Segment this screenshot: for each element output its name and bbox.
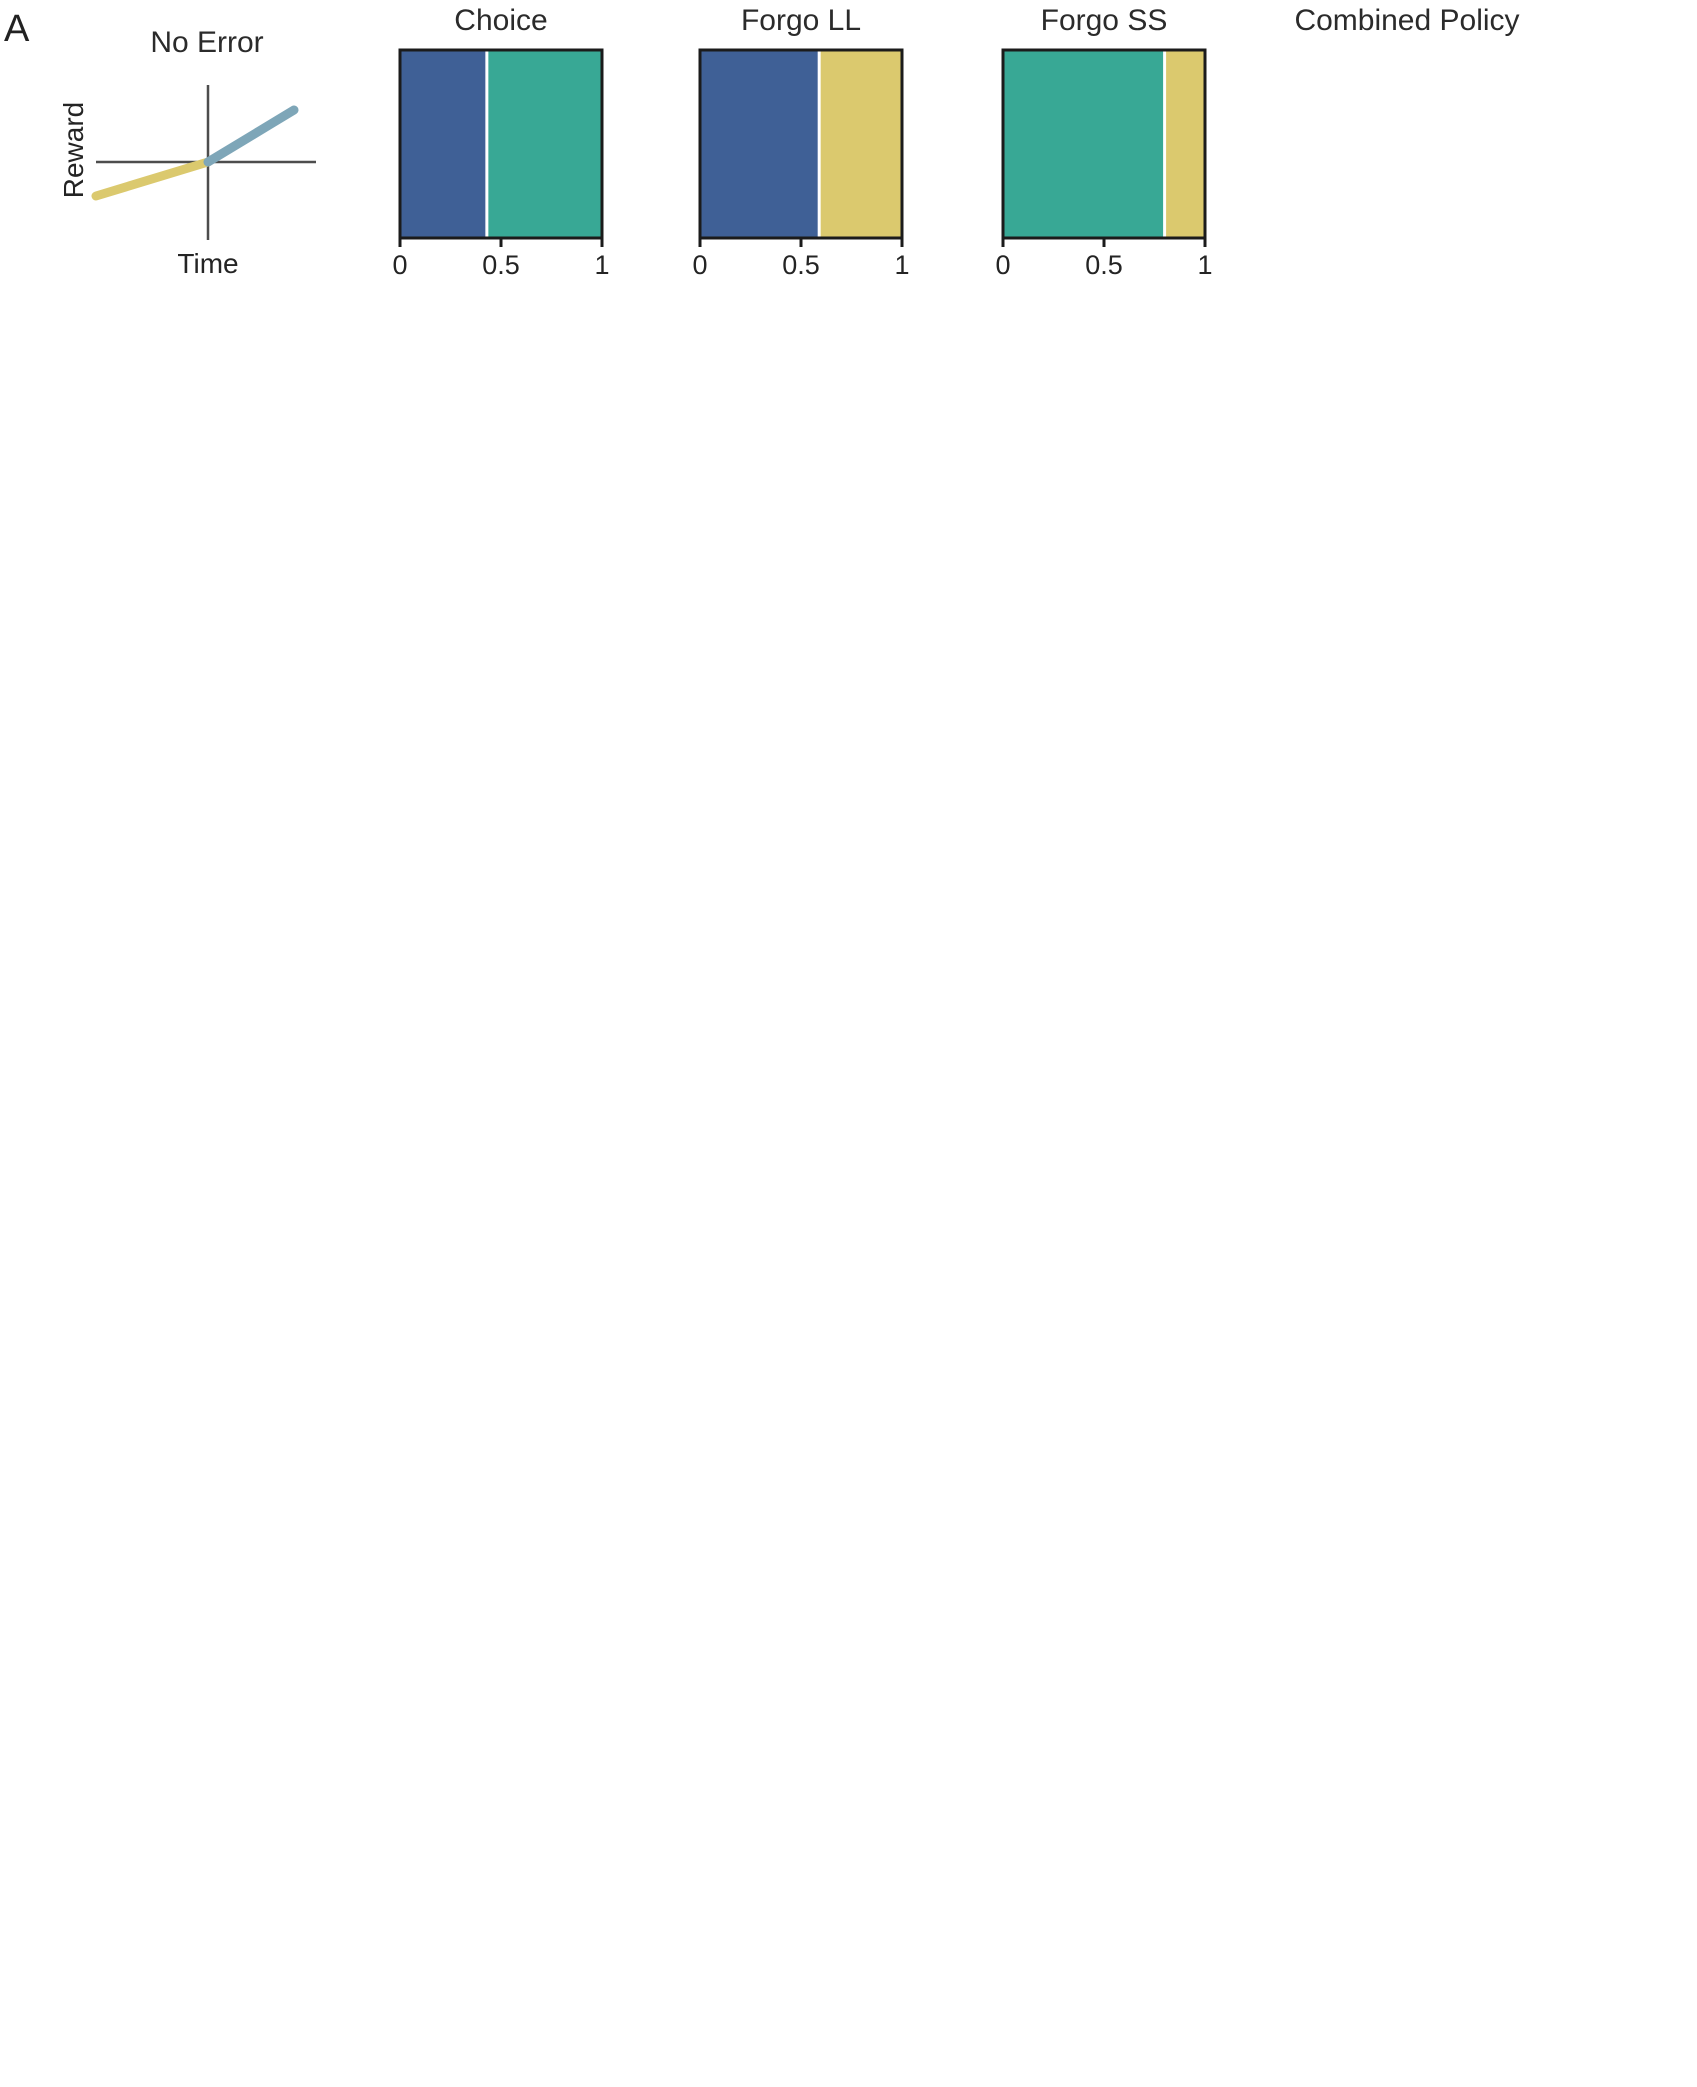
x-tick-label: 0 (995, 250, 1011, 280)
x-tick-label: 1 (894, 250, 910, 280)
column-title-combined-policy: Combined Policy (1294, 4, 1520, 37)
x-tick-label: 0 (392, 250, 408, 280)
row-letter-a: A (4, 8, 30, 50)
panel-a-2 (1001, 48, 1207, 247)
panel-a-0 (398, 48, 604, 247)
schematic-x-axis-label: Time (177, 248, 239, 279)
row-title-a-line-0: No Error (150, 26, 264, 59)
column-title-forgo-ss: Forgo SS (1040, 4, 1168, 37)
x-tick-label: 0.5 (782, 250, 820, 280)
x-tick-label: 0 (692, 250, 708, 280)
schematic-a (91, 85, 316, 240)
schematic-y-axis-label: Reward (58, 101, 89, 199)
x-tick-label: 1 (1197, 250, 1213, 280)
panel-a-3 (1292, 36, 1522, 252)
x-tick-label: 0.5 (482, 250, 520, 280)
panel-a-1 (698, 48, 904, 247)
x-tick-label: 0.5 (1085, 250, 1123, 280)
column-title-forgo-ll: Forgo LL (740, 4, 862, 37)
column-title-choice: Choice (454, 4, 548, 37)
x-tick-label: 1 (594, 250, 610, 280)
